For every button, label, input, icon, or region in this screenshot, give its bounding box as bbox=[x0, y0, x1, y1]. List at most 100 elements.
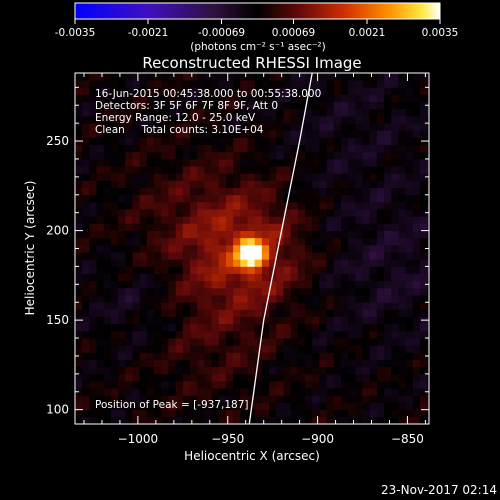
heatmap-cell bbox=[376, 187, 385, 196]
heatmap-cell bbox=[225, 359, 234, 368]
heatmap-cell bbox=[182, 416, 191, 424]
heatmap-cell bbox=[427, 94, 429, 103]
heatmap-cell bbox=[190, 201, 198, 210]
heatmap-cell bbox=[139, 123, 148, 131]
heatmap-cell bbox=[103, 94, 112, 103]
heatmap-cell bbox=[125, 230, 133, 239]
heatmap-cell bbox=[240, 323, 248, 332]
heatmap-cell bbox=[161, 87, 169, 95]
heatmap-cell bbox=[355, 266, 363, 274]
heatmap-cell bbox=[82, 330, 90, 339]
heatmap-cell bbox=[283, 266, 292, 274]
heatmap-cell bbox=[146, 87, 155, 95]
heatmap-cell bbox=[305, 180, 313, 189]
heatmap-cell bbox=[326, 295, 335, 303]
heatmap-cell bbox=[412, 287, 421, 296]
heatmap-cell bbox=[420, 130, 428, 138]
heatmap-cell bbox=[319, 302, 327, 310]
heatmap-cell bbox=[240, 73, 248, 81]
heatmap-cell bbox=[125, 144, 133, 153]
heatmap-cell bbox=[376, 345, 385, 353]
heatmap-cell bbox=[355, 388, 363, 396]
heatmap-cell bbox=[283, 173, 292, 181]
heatmap-cell bbox=[233, 123, 241, 131]
heatmap-cell bbox=[355, 201, 363, 210]
heatmap-cell bbox=[254, 158, 263, 167]
heatmap-cell bbox=[89, 201, 97, 210]
heatmap-cell bbox=[190, 130, 198, 138]
heatmap-cell bbox=[297, 388, 306, 396]
heatmap-cell bbox=[276, 352, 284, 360]
heatmap-cell bbox=[326, 173, 335, 181]
heatmap-cell bbox=[362, 345, 371, 353]
heatmap-cell bbox=[96, 295, 105, 303]
heatmap-cell bbox=[132, 388, 141, 396]
heatmap-cell bbox=[110, 416, 119, 424]
heatmap-cell bbox=[211, 194, 220, 203]
heatmap-cell bbox=[297, 323, 306, 332]
heatmap-cell bbox=[362, 80, 371, 88]
heatmap-cell bbox=[154, 237, 162, 246]
heatmap-cell bbox=[405, 180, 414, 189]
heatmap-cell bbox=[412, 345, 421, 353]
heatmap-cell bbox=[427, 123, 429, 131]
heatmap-cell bbox=[405, 252, 414, 260]
heatmap-cell bbox=[161, 180, 169, 189]
heatmap-cell bbox=[139, 115, 148, 124]
heatmap-cell bbox=[168, 230, 177, 239]
heatmap-cell bbox=[204, 323, 212, 332]
heatmap-cell bbox=[89, 209, 97, 217]
heatmap-cell bbox=[312, 209, 320, 217]
heatmap-cell bbox=[340, 366, 349, 375]
heatmap-cell bbox=[420, 302, 428, 310]
heatmap-cell bbox=[75, 130, 83, 138]
heatmap-cell bbox=[369, 409, 378, 418]
heatmap-cell bbox=[168, 252, 177, 260]
heatmap-cell bbox=[146, 194, 155, 203]
heatmap-cell bbox=[139, 309, 148, 317]
heatmap-cell bbox=[154, 187, 162, 196]
heatmap-cell bbox=[348, 194, 356, 203]
heatmap-cell bbox=[125, 115, 133, 124]
heatmap-cell bbox=[197, 130, 205, 138]
heatmap-cell bbox=[182, 115, 191, 124]
heatmap-cell bbox=[276, 244, 284, 253]
heatmap-cell bbox=[132, 151, 141, 160]
heatmap-cell bbox=[103, 259, 112, 267]
heatmap-cell bbox=[96, 73, 105, 81]
heatmap-cell bbox=[254, 216, 263, 224]
heatmap-cell bbox=[204, 158, 212, 167]
heatmap-cell bbox=[283, 144, 292, 153]
heatmap-cell bbox=[398, 123, 407, 131]
heatmap-cell bbox=[412, 187, 421, 196]
heatmap-cell bbox=[82, 223, 90, 231]
heatmap-cell bbox=[333, 402, 342, 411]
heatmap-cell bbox=[103, 316, 112, 325]
heatmap-cell bbox=[362, 87, 371, 95]
heatmap-cell bbox=[269, 316, 277, 325]
heatmap-cell bbox=[197, 187, 205, 196]
heatmap-cell bbox=[225, 101, 234, 110]
heatmap-cell bbox=[233, 366, 241, 375]
heatmap-cell bbox=[139, 302, 148, 310]
heatmap-cell bbox=[132, 273, 141, 282]
heatmap-cell bbox=[211, 130, 220, 138]
heatmap-cell bbox=[139, 94, 148, 103]
heatmap-cell bbox=[254, 194, 263, 203]
heatmap-cell bbox=[146, 381, 155, 389]
heatmap-cell bbox=[161, 259, 169, 267]
heatmap-cell bbox=[276, 345, 284, 353]
heatmap-cell bbox=[161, 352, 169, 360]
heatmap-cell bbox=[96, 237, 105, 246]
heatmap-cell bbox=[412, 373, 421, 382]
heatmap-cell bbox=[326, 137, 335, 146]
heatmap-cell bbox=[333, 230, 342, 239]
heatmap-cell bbox=[204, 166, 212, 174]
heatmap-cell bbox=[276, 409, 284, 418]
heatmap-cell bbox=[269, 338, 277, 346]
heatmap-cell bbox=[161, 309, 169, 317]
heatmap-cell bbox=[398, 259, 407, 267]
heatmap-cell bbox=[384, 144, 392, 153]
heatmap-cell bbox=[82, 144, 90, 153]
heatmap-cell bbox=[305, 166, 313, 174]
